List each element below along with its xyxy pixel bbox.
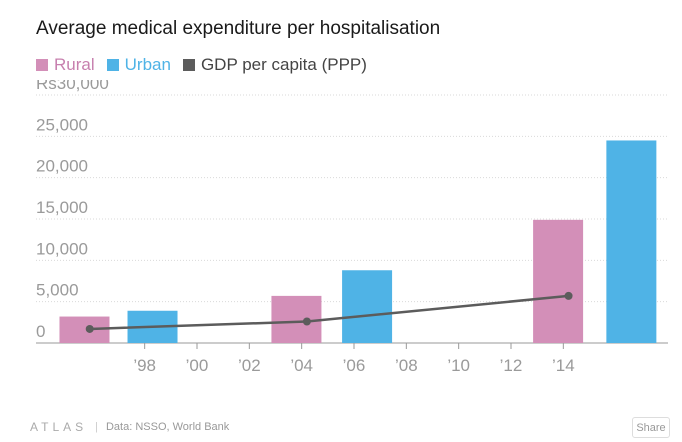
y-tick-label: 25,000 [36,115,88,134]
x-tick-label: ’08 [395,356,418,375]
y-tick-label: 5,000 [36,281,79,300]
y-tick-label: Rs30,000 [36,80,109,93]
x-tick-label: ’00 [186,356,209,375]
legend-item-urban: Urban [106,55,171,75]
atlas-logo: ATLAS [30,420,88,434]
y-tick-label: 20,000 [36,157,88,176]
gdp-point [564,291,573,300]
gdp-point [302,317,311,326]
data-source: Data: NSSO, World Bank [105,421,230,433]
bar-urban [342,270,393,343]
gdp-point [85,324,94,333]
legend-label-urban: Urban [124,55,171,74]
x-tick-label: ’02 [238,356,261,375]
bar-rural [533,219,584,343]
x-tick-label: ’06 [343,356,366,375]
x-tick-label: ’14 [552,356,575,375]
legend-item-gdp: GDP per capita (PPP) [182,55,367,75]
legend: Rural Urban GDP per capita (PPP) [36,54,379,76]
share-button[interactable]: Share [632,417,670,438]
legend-swatch-urban [106,59,119,71]
chart-plot: 0 5,000 10,000 15,000 20,000 25,000 Rs30,000 ’9… [36,80,668,375]
y-tick-label: 10,000 [36,239,88,258]
footer-separator: | [95,421,98,433]
legend-item-rural: Rural [36,55,95,75]
x-tick-label: ’12 [500,356,523,375]
x-tick-label: ’10 [447,356,470,375]
y-tick-label: 15,000 [36,198,88,217]
footer: ATLAS | Data: NSSO, World Bank [30,420,229,434]
legend-swatch-rural [36,59,48,71]
x-tick-label: ’04 [290,356,313,375]
legend-label-gdp: GDP per capita (PPP) [200,55,367,74]
bar-urban [606,140,657,343]
chart-title: Average medical expenditure per hospital… [36,18,441,39]
bar-rural [271,295,322,343]
legend-swatch-gdp [182,59,195,71]
x-tick-label: ’98 [133,356,156,375]
y-tick-label: 0 [36,322,45,341]
legend-label-rural: Rural [54,55,95,74]
